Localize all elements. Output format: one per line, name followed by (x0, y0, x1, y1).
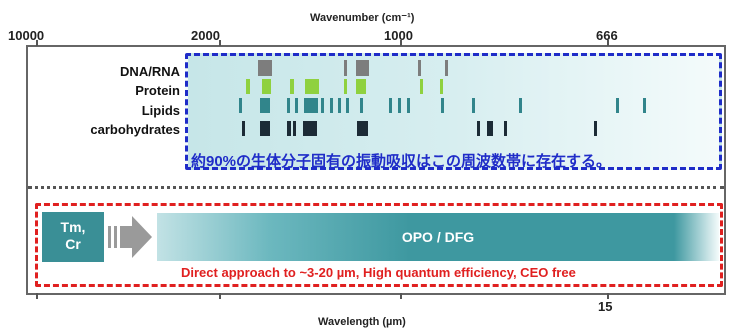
section-divider (28, 186, 724, 189)
spectral-bar (441, 98, 444, 113)
arrow-stripe (114, 226, 117, 248)
category-label-lipids: Lipids (141, 103, 180, 118)
spectral-bar (304, 98, 318, 113)
spectral-bar (504, 121, 507, 136)
spectral-bar (519, 98, 522, 113)
spectral-bar (418, 60, 421, 76)
opo-dfg-bar: OPO / DFG (157, 213, 719, 261)
spectral-region-box (185, 53, 722, 170)
spectral-bar (366, 60, 369, 76)
spectral-bar (389, 98, 392, 113)
spectral-bar (643, 98, 646, 113)
spectral-bar (357, 121, 368, 136)
spectral-bar (356, 79, 366, 94)
spectral-bar (490, 121, 493, 136)
top-tick-1000: 1000 (384, 28, 413, 43)
top-axis-title: Wavenumber (cm⁻¹) (310, 12, 415, 24)
arrow-head (132, 216, 152, 258)
spectral-bar (420, 79, 423, 94)
molecule-note: 約90%の生体分子固有の振動吸収はこの周波数帯に存在する。 (191, 153, 612, 170)
top-tick-2000: 2000 (191, 28, 220, 43)
spectral-bar (356, 60, 366, 76)
bottom-axis-title: Wavelength (µm) (318, 316, 406, 328)
spectral-bar (407, 98, 410, 113)
spectral-bar (440, 79, 443, 94)
spectral-bar (242, 121, 245, 136)
spectral-bar (321, 98, 324, 113)
spectral-bars (239, 60, 646, 136)
arrow-shaft (120, 226, 132, 248)
pump-laser-box: Tm, Cr (42, 212, 104, 262)
spectral-bar (246, 79, 250, 94)
spectral-bar (287, 98, 290, 113)
pump-label-line1: Tm, (60, 219, 86, 235)
spectral-bar (487, 121, 490, 136)
spectral-bar (260, 121, 270, 136)
source-region-box (35, 203, 723, 287)
spectral-bar (445, 60, 448, 76)
spectral-bar (258, 60, 272, 76)
top-tick-666: 666 (596, 28, 618, 43)
category-label-dna-rna: DNA/RNA (120, 64, 180, 79)
spectral-bar (338, 98, 341, 113)
arrow-stripe (108, 226, 111, 248)
spectral-bar (260, 98, 270, 113)
bottom-axis-ticks (36, 293, 609, 299)
spectral-bar (360, 98, 363, 113)
pump-label-line2: Cr (65, 236, 81, 252)
spectral-bar (344, 60, 347, 76)
spectral-bar (346, 98, 349, 113)
category-label-protein: Protein (135, 83, 180, 98)
spectral-bar (293, 121, 296, 136)
spectral-bar (616, 98, 619, 113)
top-axis-ticks (36, 40, 609, 46)
category-label-carbohydrates: carbohydrates (90, 122, 180, 137)
spectral-bar (305, 79, 319, 94)
spectral-bar (330, 98, 333, 113)
spectral-bar (303, 121, 317, 136)
spectral-bar (477, 121, 480, 136)
top-tick-10000: 10000 (8, 28, 45, 43)
spectral-bar (398, 98, 401, 113)
spectral-bar (239, 98, 242, 113)
spectral-bar (344, 79, 347, 94)
spectral-bar (290, 79, 294, 94)
spectral-bar (295, 98, 298, 113)
source-features-text: Direct approach to ~3-20 µm, High quantu… (181, 265, 576, 280)
bottom-tick-15: 15 (598, 299, 613, 314)
spectral-bar (472, 98, 475, 113)
spectral-bar (262, 79, 271, 94)
spectral-bar (594, 121, 597, 136)
spectral-bar (287, 121, 291, 136)
pump-arrow-icon (108, 216, 152, 258)
